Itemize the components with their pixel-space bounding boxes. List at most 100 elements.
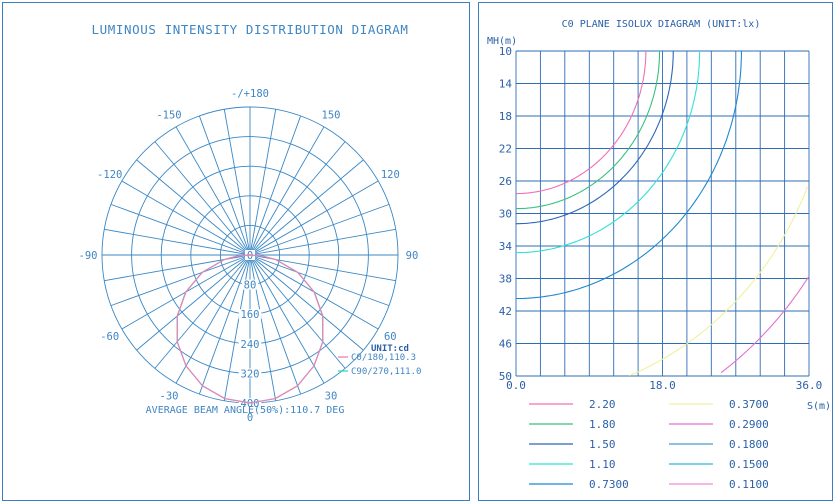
polar-radial-label-bg [238, 309, 262, 320]
polar-angle-label: 120 [381, 169, 400, 181]
polar-radial-label-bg [238, 368, 262, 379]
isolux-x-tick: 0.0 [506, 379, 526, 392]
polar-radial-label: 80 [244, 280, 257, 292]
polar-spoke [249, 254, 390, 307]
polar-spoke [249, 254, 277, 401]
polar-spoke [249, 126, 325, 256]
polar-chart: LUMINOUS INTENSITY DISTRIBUTION DIAGRAM … [79, 22, 422, 424]
polar-angle-label: -30 [160, 390, 179, 402]
polar-legend: C0/180,110.3 C90/270,111.0 [338, 353, 421, 377]
isolux-contour [720, 275, 810, 374]
polar-spoke [104, 228, 251, 256]
polar-angle-label: -150 [156, 110, 181, 122]
polar-spoke [249, 159, 364, 256]
polar-radial-label: 240 [241, 339, 260, 351]
polar-spoke [198, 115, 251, 256]
isolux-contour [516, 50, 661, 210]
polar-spoke [249, 228, 396, 256]
polar-spoke [249, 254, 325, 384]
isolux-contour [629, 186, 809, 377]
polar-footer: AVERAGE BEAM ANGLE(50%):110.7 DEG [146, 405, 345, 416]
polar-radial-label: 0 [247, 250, 253, 262]
isolux-y-tick: 46 [499, 338, 512, 351]
polar-spoke [154, 254, 251, 369]
polar-legend-entry: C0/180,110.3 [351, 353, 416, 363]
isolux-legend-value: 0.1800 [729, 438, 769, 451]
polar-legend-entry: C90/270,111.0 [351, 367, 421, 377]
polar-radial-label-bg [241, 279, 259, 290]
polar-curves [176, 254, 324, 404]
isolux-contour [516, 50, 647, 195]
isolux-y-tick: 26 [499, 175, 512, 188]
polar-angle-label: 0 [247, 412, 253, 424]
isolux-title: C0 PLANE ISOLUX DIAGRAM (UNIT:lx) [562, 19, 761, 30]
polar-spoke [175, 126, 251, 256]
polar-spoke [249, 180, 379, 256]
polar-radial-label: 320 [241, 368, 260, 380]
isolux-legend-value: 0.7300 [589, 478, 629, 491]
isolux-y-tick: 14 [499, 78, 513, 91]
polar-angle-label: 60 [384, 331, 397, 343]
polar-angle-labels: -/+180 150 120 90 60 30 0 -30 -60 -90 -120 -150 [79, 88, 419, 424]
polar-spoke [136, 254, 251, 351]
isolux-y-tick: 22 [499, 143, 512, 156]
polar-spoke [249, 141, 346, 256]
isolux-x-tick: 36.0 [796, 379, 823, 392]
isolux-y-tick: 18 [499, 110, 512, 123]
isolux-legend-value: 1.10 [589, 458, 616, 471]
polar-spoke [249, 115, 302, 256]
isolux-legend-value: 2.20 [589, 398, 616, 411]
luminous-intensity-panel: LUMINOUS INTENSITY DISTRIBUTION DIAGRAM … [2, 2, 470, 501]
polar-angle-label: -120 [97, 169, 122, 181]
isolux-curves [515, 50, 810, 377]
polar-angle-label: 90 [406, 250, 419, 262]
polar-spoke [136, 159, 251, 256]
polar-angle-label: 150 [322, 110, 341, 122]
isolux-y-tick: 42 [499, 305, 512, 318]
isolux-legend-value: 0.3700 [729, 398, 769, 411]
polar-spoke [249, 254, 346, 369]
polar-radial-label: 400 [241, 398, 260, 410]
polar-spoke [249, 254, 302, 395]
polar-angle-label: -90 [79, 250, 98, 262]
isolux-xlabel: S(m) [807, 401, 831, 412]
polar-spoke [175, 254, 251, 384]
isolux-chart: C0 PLANE ISOLUX DIAGRAM (UNIT:lx) MH(m) … [487, 19, 831, 491]
polar-spoke [110, 254, 251, 307]
isolux-legend-value: 1.50 [589, 438, 616, 451]
isolux-y-tick: 10 [499, 45, 512, 58]
isolux-legend-value: 0.2900 [729, 418, 769, 431]
polar-radial-label-bg [238, 338, 262, 349]
polar-spoke [110, 203, 251, 256]
isolux-panel: C0 PLANE ISOLUX DIAGRAM (UNIT:lx) MH(m) … [478, 2, 833, 501]
isolux-x-tick: 18.0 [649, 379, 676, 392]
isolux-contour [516, 51, 742, 300]
isolux-legend: 2.20 1.80 1.50 1.10 0.7300 0.3700 0.2900 0.1800… [529, 398, 769, 491]
isolux-y-tick: 30 [499, 208, 512, 221]
polar-spoke [223, 109, 251, 256]
polar-series-curve [176, 254, 324, 404]
isolux-grid [515, 50, 810, 377]
isolux-legend-value: 0.1500 [729, 458, 769, 471]
polar-spoke [198, 254, 251, 395]
isolux-y-tick: 50 [499, 370, 512, 383]
isolux-y-tick: 34 [499, 240, 513, 253]
polar-spoke [223, 254, 251, 401]
isolux-y-tick: 38 [499, 273, 512, 286]
polar-spoke [154, 141, 251, 256]
isolux-contour [515, 51, 701, 254]
isolux-tick-labels: 10 14 18 22 26 30 34 38 42 46 500.0 18.0 36.0 [499, 45, 823, 392]
polar-spoke [121, 180, 251, 256]
polar-spoke [249, 109, 277, 256]
polar-radial-label: 160 [241, 309, 260, 321]
polar-angle-label: 30 [325, 390, 338, 402]
polar-angle-label: -60 [100, 331, 119, 343]
polar-angle-label: -/+180 [231, 88, 269, 100]
isolux-contour [516, 50, 674, 225]
polar-spoke [249, 254, 364, 351]
polar-spoke [249, 203, 390, 256]
polar-unit-label: UNIT:cd [371, 344, 409, 354]
isolux-legend-value: 0.1100 [729, 478, 769, 491]
polar-title: LUMINOUS INTENSITY DISTRIBUTION DIAGRAM [92, 22, 409, 37]
isolux-ylabel: MH(m) [487, 36, 517, 47]
